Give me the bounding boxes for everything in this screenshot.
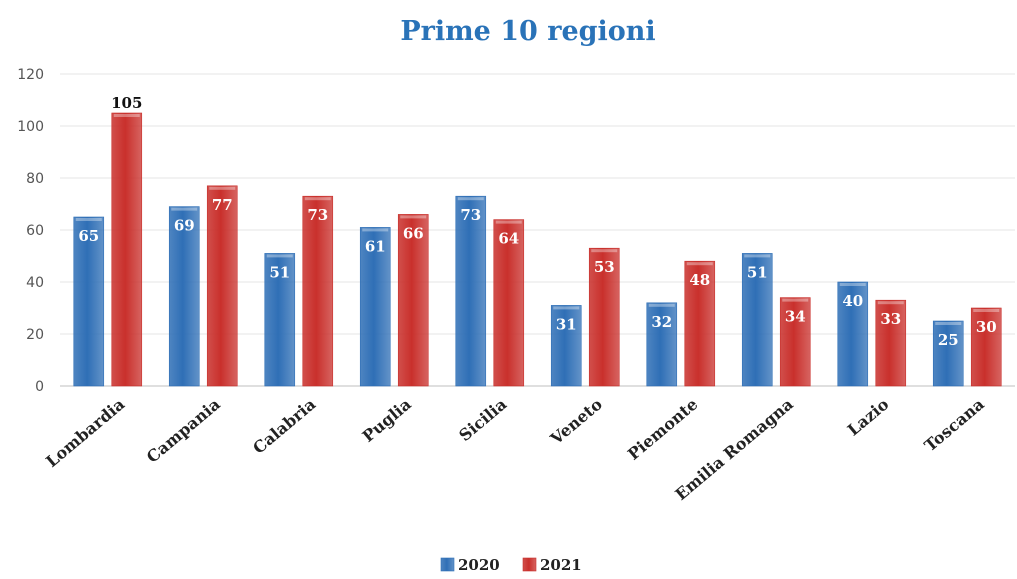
x-tick-label-veneto: Veneto: [546, 394, 606, 449]
data-label-piemonte-2020: 32: [651, 313, 672, 331]
bar-highlight: [686, 262, 713, 266]
x-tick-label-puglia: Puglia: [359, 395, 415, 446]
bar-puglia-2021: [397, 214, 429, 387]
bar-highlight: [266, 254, 293, 258]
gridlines: [60, 73, 1015, 387]
data-label-sicilia-2020: 73: [460, 206, 481, 224]
bar-highlight: [457, 197, 484, 201]
bar-emilia-romagna-2020: [741, 253, 773, 387]
bar-highlight: [171, 207, 198, 211]
data-label-lombardia-2020: 65: [78, 227, 99, 245]
bar-highlight: [839, 283, 866, 286]
bar-veneto-2020: [550, 305, 582, 387]
y-tick-label: 60: [26, 223, 44, 239]
chart-title: Prime 10 regioni: [400, 16, 655, 47]
x-tick-label-campania: Campania: [143, 395, 224, 467]
bar-highlight: [495, 220, 522, 224]
bar-highlight: [75, 218, 102, 221]
data-label-toscana-2020: 25: [938, 331, 959, 349]
bar-highlight: [304, 197, 331, 201]
bar-highlight: [648, 303, 675, 307]
legend-swatch-2021: [522, 557, 537, 572]
bar-highlight: [935, 322, 962, 325]
x-tick-label-toscana: Toscana: [921, 395, 988, 456]
data-label-calabria-2021: 73: [307, 206, 328, 224]
data-label-puglia-2020: 61: [365, 237, 386, 255]
bar-toscana-2020: [932, 320, 964, 387]
legend: 2020 2021: [440, 556, 582, 574]
x-tick-label-calabria: Calabria: [249, 395, 319, 458]
x-axis-ticks: Lombardia Campania Calabria Puglia Sicilia Ve…: [42, 394, 988, 504]
bar-lazio-2021: [875, 299, 907, 387]
bar-campania-2020: [168, 206, 200, 387]
bar-highlight: [744, 254, 771, 258]
bar-campania-2021: [206, 185, 238, 387]
legend-label-2021: 2021: [540, 556, 582, 574]
bar-lombardia-2020: [73, 216, 105, 387]
y-tick-label: 0: [35, 379, 44, 395]
data-label-toscana-2021: 30: [976, 318, 997, 336]
bar-highlight: [553, 306, 580, 310]
bar-sicilia-2020: [455, 195, 487, 387]
bar-highlight: [782, 298, 809, 302]
bar-lazio-2020: [837, 281, 869, 387]
x-tick-label-piemonte: Piemonte: [624, 395, 701, 464]
y-tick-label: 20: [26, 327, 44, 343]
data-label-lombardia-2021: 105: [111, 94, 142, 112]
data-label-piemonte-2021: 48: [689, 271, 710, 289]
bar-highlight: [362, 228, 389, 232]
data-label-calabria-2020: 51: [269, 263, 290, 281]
x-tick-label-lombardia: Lombardia: [42, 395, 128, 472]
bar-emilia-romagna-2021: [779, 297, 811, 387]
data-label-campania-2020: 69: [174, 217, 195, 235]
data-labels: 65 105 69 77 51 73 61 66 73 64 31 53 32 48 51 34 40 33 25 3…: [78, 94, 996, 349]
data-label-sicilia-2021: 64: [498, 230, 519, 248]
bar-piemonte-2020: [646, 302, 678, 387]
bar-calabria-2020: [264, 253, 296, 387]
x-tick-label-lazio: Lazio: [844, 394, 893, 439]
bar-highlight: [209, 186, 236, 190]
data-label-puglia-2021: 66: [403, 224, 424, 242]
bar-veneto-2021: [588, 247, 620, 387]
legend-label-2020: 2020: [458, 556, 500, 574]
bar-sicilia-2021: [493, 219, 525, 387]
bar-highlight: [973, 309, 1000, 312]
y-tick-label: 120: [17, 67, 44, 83]
y-tick-label: 40: [26, 275, 44, 291]
y-tick-label: 100: [17, 119, 44, 135]
data-label-lazio-2020: 40: [842, 292, 863, 310]
legend-swatch-2020: [440, 557, 455, 572]
data-label-veneto-2020: 31: [556, 315, 577, 333]
data-label-emilia-romagna-2021: 34: [785, 308, 806, 326]
data-label-lazio-2021: 33: [880, 310, 901, 328]
data-label-veneto-2021: 53: [594, 258, 615, 276]
x-tick-label-sicilia: Sicilia: [455, 395, 510, 446]
y-tick-label: 80: [26, 171, 44, 187]
bar-puglia-2020: [359, 227, 391, 387]
y-axis-ticks: 0 20 40 60 80 100 120: [17, 67, 44, 395]
data-label-campania-2021: 77: [212, 196, 233, 214]
bars: [73, 112, 1002, 387]
bar-calabria-2021: [302, 195, 334, 387]
bar-lombardia-2021: [111, 112, 143, 387]
data-label-emilia-romagna-2020: 51: [747, 263, 768, 281]
bar-highlight: [877, 301, 904, 305]
bar-highlight: [113, 114, 140, 117]
bar-highlight: [400, 215, 427, 219]
bar-toscana-2021: [970, 307, 1002, 387]
bar-piemonte-2021: [684, 260, 716, 387]
bar-highlight: [591, 249, 618, 253]
